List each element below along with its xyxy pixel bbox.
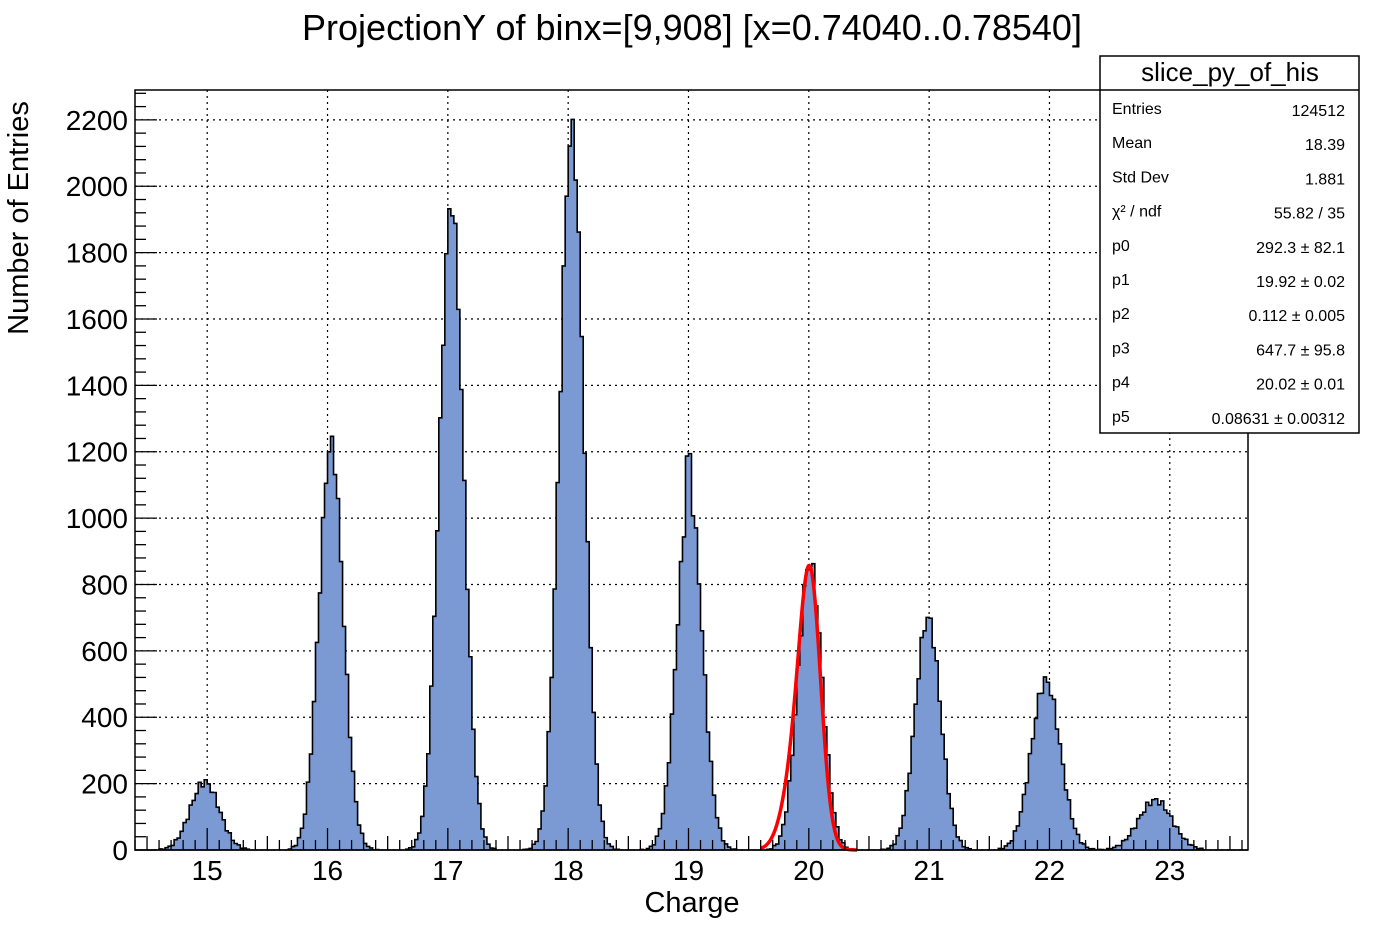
stats-row-label: Entries: [1112, 101, 1162, 118]
x-tick-label: 20: [793, 855, 824, 886]
y-tick-label: 2200: [66, 105, 128, 136]
x-tick-label: 18: [553, 855, 584, 886]
stats-row-value: 292.3 ± 82.1: [1256, 240, 1345, 257]
y-tick-label: 200: [81, 769, 128, 800]
fit-curve: [760, 563, 857, 852]
fit-curve-line: [760, 563, 857, 852]
stats-row-label: χ² / ndf: [1112, 204, 1162, 221]
x-tick-label: 17: [432, 855, 463, 886]
x-tick-label: 22: [1034, 855, 1065, 886]
y-tick-label: 800: [81, 569, 128, 600]
stats-rows: Entries 124512 Mean 18.39 Std Dev 1.881 χ² / n…: [1112, 101, 1345, 428]
y-axis-label: Number of Entries: [3, 101, 35, 335]
y-tick-label: 0: [112, 835, 128, 866]
x-tick-label: 21: [914, 855, 945, 886]
stats-box: slice_py_of_his Entries 124512 Mean 18.39 St…: [1099, 55, 1360, 434]
stats-row-value: 20.02 ± 0.01: [1256, 377, 1345, 394]
chart-title: ProjectionY of binx=[9,908] [x=0.74040..…: [302, 7, 1082, 48]
stats-row-label: Std Dev: [1112, 169, 1169, 186]
x-tick-label: 23: [1154, 855, 1185, 886]
stats-box-frame: [1099, 55, 1360, 434]
stats-row-value: 1.881: [1305, 171, 1345, 188]
y-tick-label: 400: [81, 702, 128, 733]
y-tick-label: 1400: [66, 370, 128, 401]
x-tick-label: 15: [192, 855, 223, 886]
stats-row-value: 124512: [1292, 103, 1345, 120]
y-tick-labels: 0 200 400 600 800 1000 1200 1400 1600 1800 2000 220…: [66, 105, 128, 866]
y-tick-label: 2000: [66, 171, 128, 202]
x-axis-label: Charge: [644, 887, 739, 919]
stats-row-label: p5: [1112, 409, 1130, 426]
stats-row-label: p0: [1112, 238, 1130, 255]
stats-row-label: p4: [1112, 375, 1130, 392]
x-tick-label: 19: [673, 855, 704, 886]
y-tick-label: 1200: [66, 437, 128, 468]
stats-row-value: 18.39: [1305, 137, 1345, 154]
y-tick-label: 600: [81, 636, 128, 667]
stats-row-value: 19.92 ± 0.02: [1256, 274, 1345, 291]
stats-row-label: p2: [1112, 306, 1130, 323]
stats-row-label: p3: [1112, 340, 1130, 357]
stats-row-value: 0.08631 ± 0.00312: [1212, 411, 1345, 428]
axis-ticks: [134, 92, 1243, 851]
histogram-bins: [135, 118, 1248, 851]
y-tick-label: 1600: [66, 304, 128, 335]
y-tick-label: 1000: [66, 503, 128, 534]
plot-frame: [134, 89, 1249, 851]
stats-box-title: slice_py_of_his: [1141, 57, 1319, 87]
stats-row-label: Mean: [1112, 135, 1152, 152]
x-tick-labels: 15 16 17 18 19 20 21 22 23: [192, 855, 1186, 886]
x-tick-label: 16: [312, 855, 343, 886]
stats-row-label: p1: [1112, 272, 1130, 289]
y-tick-label: 1800: [66, 238, 128, 269]
histogram-outline: [135, 118, 1248, 851]
stats-row-value: 647.7 ± 95.8: [1256, 342, 1345, 359]
stats-row-value: 0.112 ± 0.005: [1248, 308, 1345, 325]
stats-row-value: 55.82 / 35: [1274, 206, 1345, 223]
